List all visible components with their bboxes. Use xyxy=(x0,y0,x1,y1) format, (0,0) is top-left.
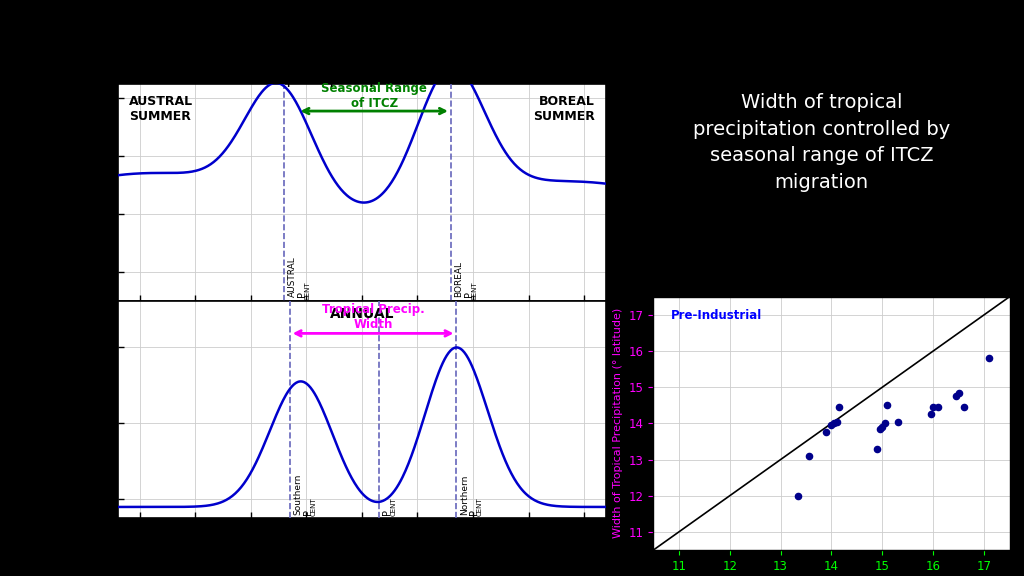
Y-axis label: Width of Tropical Precipitation (° latitude): Width of Tropical Precipitation (° latit… xyxy=(613,308,623,539)
Point xyxy=(877,419,893,428)
Point xyxy=(950,388,967,397)
Text: P: P xyxy=(464,291,473,297)
Point xyxy=(828,417,845,426)
Text: ANNUAL: ANNUAL xyxy=(330,306,394,321)
Text: AUSTRAL: AUSTRAL xyxy=(288,256,297,297)
Text: Pre-Industrial: Pre-Industrial xyxy=(671,309,763,323)
Point xyxy=(801,452,817,461)
Text: CENT: CENT xyxy=(477,498,483,517)
Text: CENT: CENT xyxy=(391,498,397,517)
Text: Width of tropical
precipitation controlled by
seasonal range of ITCZ
migration: Width of tropical precipitation controll… xyxy=(693,93,950,192)
X-axis label: Latitude: Latitude xyxy=(333,542,391,556)
Text: CENT: CENT xyxy=(310,498,316,517)
Point xyxy=(880,401,896,410)
Point xyxy=(923,410,939,419)
Point xyxy=(955,403,972,412)
Text: AUSTRAL
SUMMER: AUSTRAL SUMMER xyxy=(129,95,193,123)
Text: Northern: Northern xyxy=(460,474,469,514)
Y-axis label: Seasonal Precipitation
(mm/day): Seasonal Precipitation (mm/day) xyxy=(63,127,91,258)
Text: Tropical Precip.
Width: Tropical Precip. Width xyxy=(322,304,425,331)
Point xyxy=(948,392,965,401)
Text: CMIP5 Ensemble average
width of tropical precipitation: CMIP5 Ensemble average width of tropical… xyxy=(194,55,431,87)
Text: P: P xyxy=(297,291,307,297)
Text: Southern: Southern xyxy=(293,473,302,514)
Point xyxy=(830,403,847,412)
Text: CENT: CENT xyxy=(471,281,477,300)
Y-axis label: Annual Precipitaion
(mm/day): Annual Precipitaion (mm/day) xyxy=(72,353,100,467)
Point xyxy=(791,491,807,501)
Point xyxy=(930,403,946,412)
Point xyxy=(890,417,906,426)
Point xyxy=(869,444,886,453)
Text: P: P xyxy=(303,509,312,514)
Point xyxy=(981,354,997,363)
Point xyxy=(823,420,840,430)
Text: BOREAL
SUMMER: BOREAL SUMMER xyxy=(534,95,595,123)
Text: BOREAL: BOREAL xyxy=(454,260,463,297)
Text: P: P xyxy=(469,509,479,514)
Text: P: P xyxy=(382,509,392,514)
Point xyxy=(871,424,888,433)
Text: CENT: CENT xyxy=(305,281,311,300)
Title: Tropical width and seasonal migration of ITCZ: Tropical width and seasonal migration of… xyxy=(696,280,967,293)
Point xyxy=(818,428,835,437)
Point xyxy=(874,422,891,431)
Point xyxy=(925,403,941,412)
Text: Seasonal Range
of ITCZ: Seasonal Range of ITCZ xyxy=(322,82,427,109)
Point xyxy=(825,419,842,428)
